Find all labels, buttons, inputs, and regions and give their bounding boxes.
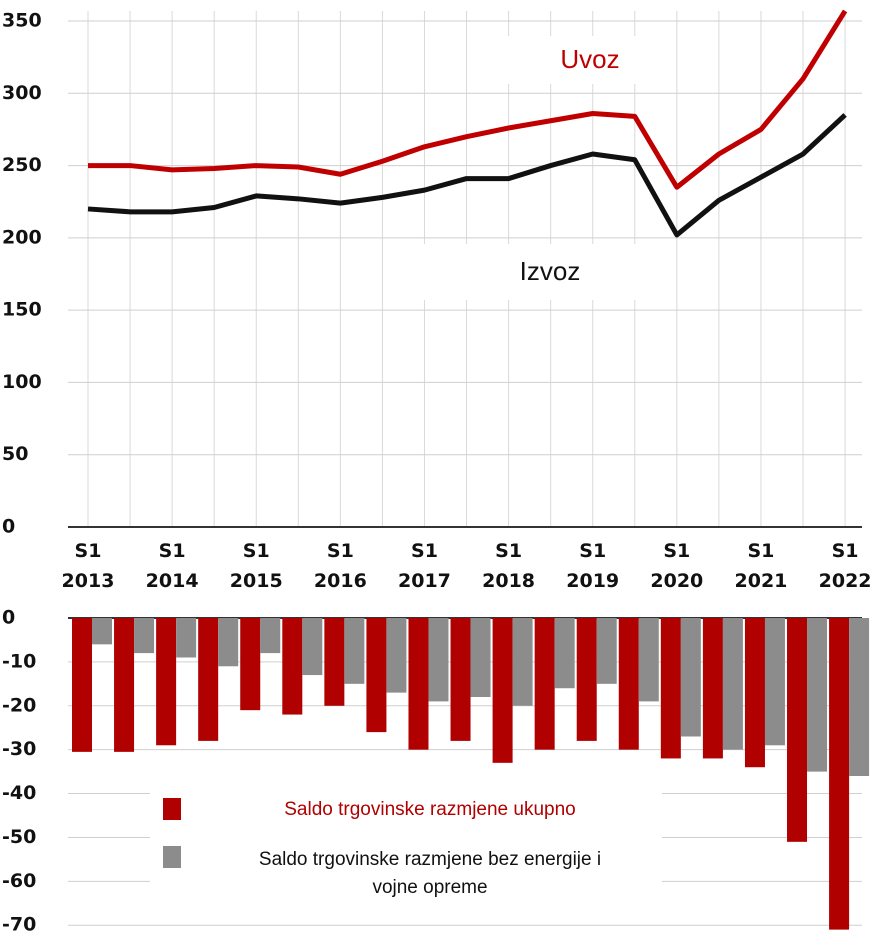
bar <box>512 618 533 706</box>
bar <box>344 618 365 684</box>
bar <box>114 618 135 752</box>
y-tick-label: -10 <box>2 650 36 672</box>
bar <box>324 618 345 706</box>
bar <box>702 618 723 759</box>
bar <box>386 618 407 693</box>
bar <box>72 618 92 752</box>
y-tick-label: 50 <box>2 443 28 465</box>
bar <box>576 618 597 741</box>
y-tick-label: 300 <box>2 82 42 104</box>
y-tick-label: 150 <box>2 299 42 321</box>
bar <box>829 618 850 930</box>
legend-swatch <box>163 846 181 868</box>
y-tick-label: -20 <box>2 694 36 716</box>
y-tick-label: -40 <box>2 782 36 804</box>
bar <box>618 618 639 750</box>
bar <box>744 618 765 768</box>
bar <box>722 618 743 750</box>
x-tick-label: S1 2020 <box>650 540 704 592</box>
y-tick-label: 350 <box>2 10 42 32</box>
x-tick-label: S1 2018 <box>482 540 536 592</box>
bar <box>849 618 870 776</box>
line <box>87 113 847 238</box>
label-bg <box>470 36 660 84</box>
x-tick-label: S1 2022 <box>818 540 872 592</box>
series-label: Izvoz <box>520 256 581 286</box>
bar <box>156 618 177 746</box>
bar <box>638 618 659 702</box>
y-tick-label: 0 <box>2 607 15 629</box>
y-tick-label: 200 <box>2 226 42 248</box>
y-tick-label: -60 <box>2 870 36 892</box>
x-tick-label: S1 2016 <box>313 540 367 592</box>
x-tick-label: S1 2013 <box>61 540 115 592</box>
bar <box>787 618 808 842</box>
bar <box>260 618 281 654</box>
x-tick-label: S1 2019 <box>566 540 620 592</box>
bar <box>302 618 323 676</box>
legend-swatch <box>163 798 181 820</box>
y-tick-label: 0 <box>2 516 15 538</box>
legend-label: Saldo trgovinske razmjene ukupno <box>284 799 576 820</box>
x-tick-label: S1 2021 <box>734 540 788 592</box>
bar <box>554 618 575 689</box>
y-tick-label: -70 <box>2 914 36 936</box>
x-tick-label: S1 2017 <box>398 540 451 592</box>
series-label: Uvoz <box>560 44 619 74</box>
bar <box>92 618 112 645</box>
bar <box>807 618 828 772</box>
bar <box>176 618 197 658</box>
bar <box>764 618 785 746</box>
y-tick-label: -50 <box>2 826 36 848</box>
y-tick-label: -30 <box>2 738 36 760</box>
y-tick-label: 100 <box>2 371 42 393</box>
x-tick-label: S1 2014 <box>145 540 199 592</box>
legend-bg <box>150 782 662 918</box>
bar <box>450 618 471 741</box>
bar <box>660 618 681 759</box>
bar <box>134 618 155 654</box>
legend-label: Saldo trgovinske razmjene bez energije i… <box>258 849 602 898</box>
bar <box>470 618 491 697</box>
bar <box>596 618 617 684</box>
bar <box>428 618 449 702</box>
bar <box>218 618 239 667</box>
bar <box>198 618 219 741</box>
bar <box>240 618 261 711</box>
bar <box>492 618 513 763</box>
line <box>88 9 848 190</box>
bar <box>408 618 429 750</box>
bar <box>680 618 701 737</box>
label-bg <box>405 244 660 300</box>
y-tick-label: 250 <box>2 154 42 176</box>
bar <box>534 618 555 750</box>
bar <box>366 618 387 733</box>
bar <box>282 618 303 715</box>
x-tick-label: S1 2015 <box>229 540 283 592</box>
